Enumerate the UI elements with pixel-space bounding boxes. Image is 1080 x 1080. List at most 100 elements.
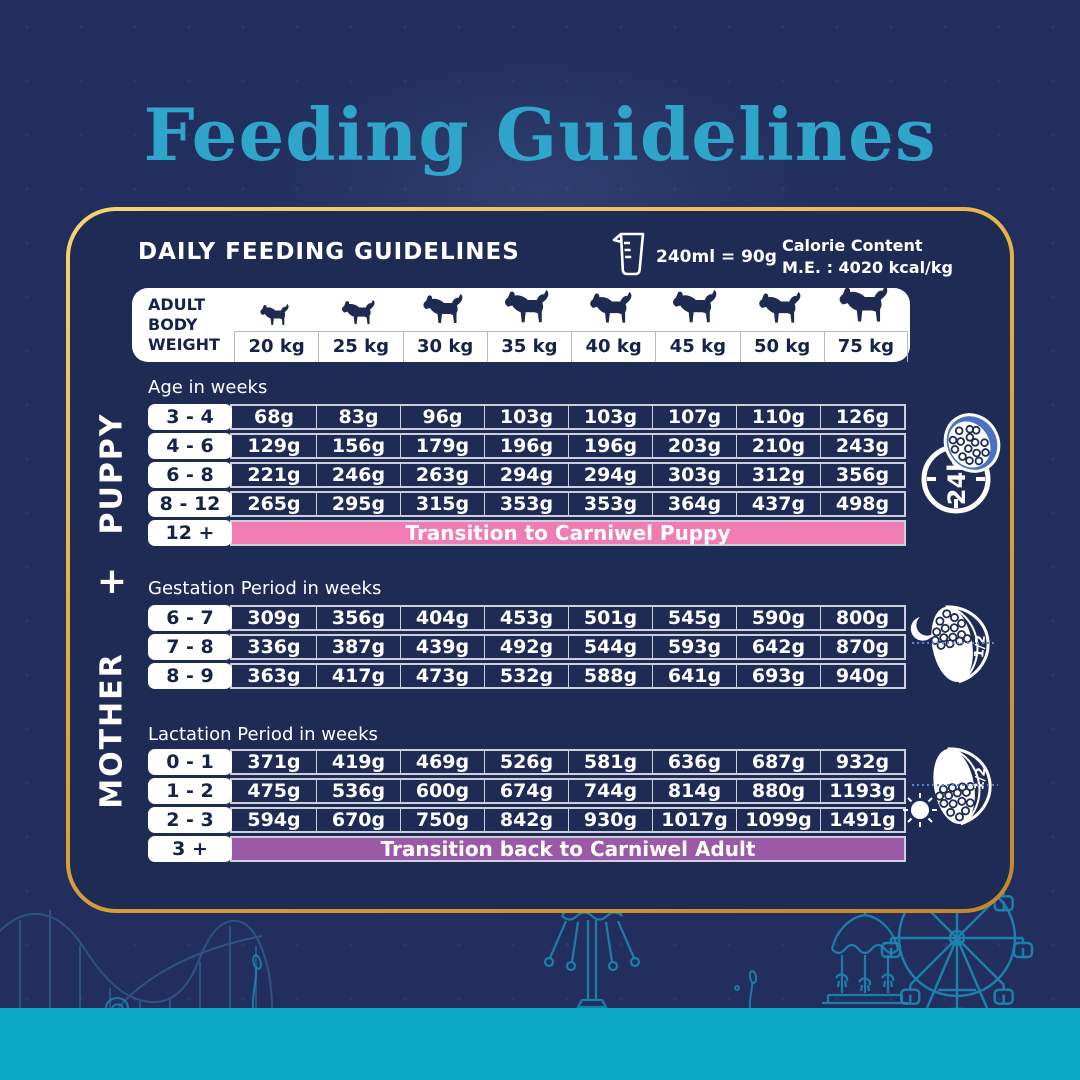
puppy-transition-banner: Transition to Carniwel Puppy [230, 520, 906, 546]
day-half-bowl-icon: 1/2 [903, 747, 998, 827]
section-label-mother: MOTHER [94, 652, 130, 809]
amount-cell: 600g [400, 780, 484, 802]
amount-cell: 498g [820, 493, 904, 515]
age-range-pill: 4 - 6 [148, 433, 232, 459]
amount-cell: 1099g [736, 809, 820, 831]
tree-icon [105, 954, 758, 1009]
weight-column: 50 kg [739, 288, 824, 362]
row-cells: 309g 356g 404g 453g 501g 545g 590g 800g [230, 605, 906, 631]
amount-cell: 315g [400, 493, 484, 515]
weight-column: 75 kg [823, 288, 908, 362]
age-range-pill: 6 - 8 [148, 462, 232, 488]
row-cells: 336g 387g 439g 492g 544g 593g 642g 870g [230, 634, 906, 660]
amount-cell: 419g [316, 751, 400, 773]
amount-cell: 526g [484, 751, 568, 773]
carousel-icon [822, 907, 908, 1005]
puppy-age-label: Age in weeks [148, 377, 268, 398]
amount-cell: 932g [820, 751, 904, 773]
amount-cell: 590g [736, 607, 820, 629]
guidelines-panel: DAILY FEEDING GUIDELINES 240ml = 90g Cal… [66, 207, 1014, 913]
calorie-line1: Calorie Content [782, 236, 923, 255]
amount-cell: 353g [568, 493, 652, 515]
amount-cell: 246g [316, 464, 400, 486]
amount-cell: 594g [247, 809, 301, 831]
amount-cell: 475g [247, 780, 301, 802]
amount-cell: 363g [247, 665, 301, 687]
amount-cell: 371g [247, 751, 301, 773]
row-cells: 594g 670g 750g 842g 930g 1017g 1099g 1491g [230, 807, 906, 833]
amount-cell: 1193g [820, 780, 904, 802]
amount-cell: 492g [484, 636, 568, 658]
table-row: 6 - 7 309g 356g 404g 453g 501g 545g 590g 800g [148, 605, 906, 631]
row-cells: 475g 536g 600g 674g 744g 814g 880g 1193g [230, 778, 906, 804]
amount-cell: 404g [400, 607, 484, 629]
weight-column: 25 kg [318, 288, 403, 362]
guidelines-panel-inner: DAILY FEEDING GUIDELINES 240ml = 90g Cal… [70, 211, 1010, 909]
row-cells: 221g 246g 263g 294g 294g 303g 312g 356g [230, 462, 906, 488]
amount-cell: 336g [247, 636, 301, 658]
row-cells: 265g 295g 315g 353g 353g 364g 437g 498g [230, 491, 906, 517]
amount-cell: 674g [484, 780, 568, 802]
age-range-pill: 6 - 7 [148, 605, 232, 631]
weight-value: 30 kg [402, 331, 487, 362]
amount-cell: 693g [736, 665, 820, 687]
gestation-label: Gestation Period in weeks [148, 578, 382, 599]
amount-cell: 501g [568, 607, 652, 629]
amount-cell: 1491g [820, 809, 904, 831]
age-range-pill: 7 - 8 [148, 634, 232, 660]
half-label: 1/2 [972, 767, 989, 791]
amount-cell: 294g [484, 464, 568, 486]
amount-cell: 110g [736, 406, 820, 428]
dog-icon [339, 300, 382, 330]
amount-cell: 356g [820, 464, 904, 486]
amount-cell: 295g [316, 493, 400, 515]
amount-cell: 364g [652, 493, 736, 515]
amount-cell: 356g [316, 607, 400, 629]
row-cells: 363g 417g 473g 532g 588g 641g 693g 940g [230, 663, 906, 689]
roller-coaster-icon [0, 910, 273, 1009]
adult-body-weight-label: ADULT BODY WEIGHT [148, 295, 220, 355]
dog-icon [669, 290, 726, 330]
amount-cell: 68g [253, 406, 295, 428]
half-bowl-icon: 1/2 [933, 747, 992, 826]
amount-cell: 210g [736, 435, 820, 457]
amount-cell: 107g [652, 406, 736, 428]
weight-value: 50 kg [739, 331, 824, 362]
amount-cell: 670g [316, 809, 400, 831]
kibble-bowl-icon [943, 413, 1001, 473]
amount-cell: 129g [247, 435, 301, 457]
amount-cell: 642g [736, 636, 820, 658]
calorie-line2: M.E. : 4020 kcal/kg [782, 258, 953, 277]
amount-cell: 417g [316, 665, 400, 687]
amount-cell: 179g [400, 435, 484, 457]
dog-icon [755, 292, 809, 330]
amount-cell: 453g [484, 607, 568, 629]
amount-cell: 439g [400, 636, 484, 658]
amount-cell: 265g [247, 493, 301, 515]
amount-cell: 532g [484, 665, 568, 687]
amount-cell: 581g [568, 751, 652, 773]
crescent-moon-icon [910, 617, 934, 641]
table-row: 8 - 9 363g 417g 473g 532g 588g 641g 693g 940g [148, 663, 906, 689]
adult-body-weight-header: ADULT BODY WEIGHT 20 kg 25 kg 30 kg 35 kg 40… [132, 288, 910, 362]
amount-cell: 387g [316, 636, 400, 658]
amount-cell: 294g [568, 464, 652, 486]
calorie-content: Calorie Content M.E. : 4020 kcal/kg [782, 235, 953, 279]
table-row: 7 - 8 336g 387g 439g 492g 544g 593g 642g 870g [148, 634, 906, 660]
transition-row: 12 + Transition to Carniwel Puppy [148, 520, 906, 546]
table-row: 6 - 8 221g 246g 263g 294g 294g 303g 312g 356g [148, 462, 906, 488]
amount-cell: 243g [820, 435, 904, 457]
section-label-puppy: PUPPY [94, 412, 130, 535]
weight-label-line: BODY [148, 315, 198, 334]
gestation-table: 6 - 7 309g 356g 404g 453g 501g 545g 590g 800g 7 -… [148, 605, 906, 689]
amount-cell: 545g [652, 607, 736, 629]
amount-cell: 536g [316, 780, 400, 802]
table-row: 3 - 4 68g 83g 96g 103g 103g 107g 110g 126g [148, 404, 906, 430]
weight-column: 30 kg [402, 288, 487, 362]
weight-value: 40 kg [571, 331, 656, 362]
half-label: 1/2 [972, 635, 989, 659]
age-range-pill: 8 - 9 [148, 663, 232, 689]
amount-cell: 940g [820, 665, 904, 687]
weight-value: 45 kg [655, 331, 740, 362]
row-cells: 129g 156g 179g 196g 196g 203g 210g 243g [230, 433, 906, 459]
